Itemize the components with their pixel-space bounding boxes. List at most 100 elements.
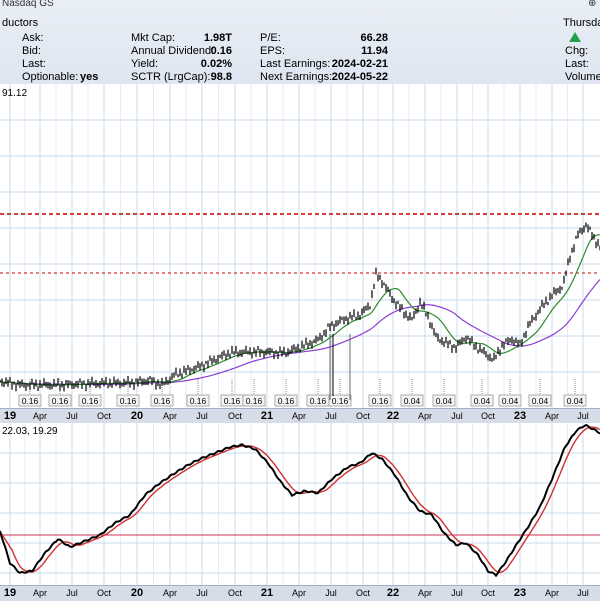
optionable-value: yes — [80, 71, 99, 83]
quote-header: Nasdaq GS ductors Thursday ⊕ Ask: Mkt Ca… — [0, 0, 600, 85]
ask-label: Ask: — [22, 32, 44, 44]
dividend-marker — [18, 394, 42, 407]
sctr-value: 98.8 — [210, 71, 232, 83]
dividend-label: 0.16 — [278, 396, 295, 406]
right-last-label: Last: — [565, 58, 589, 70]
dividend-marker — [432, 394, 456, 407]
eps-value: 11.94 — [361, 45, 388, 57]
price-x-tick-label: Apr — [162, 411, 178, 421]
last-earnings-value: 2024-02-21 — [331, 58, 388, 70]
price-x-tick-label: 23 — [513, 410, 527, 422]
indicator-legend-text: 22.03, 19.29 — [2, 426, 58, 437]
dividend-label: 0.16 — [154, 396, 171, 406]
yield-value: 0.02% — [200, 58, 232, 70]
indicator-x-tick-label: Oct — [355, 588, 371, 598]
price-x-tick-label: Jul — [577, 411, 589, 421]
dividend-label: 0.04 — [502, 396, 519, 406]
indicator-x-tick-label: 23 — [513, 587, 527, 599]
dividend-marker — [528, 394, 552, 407]
sctr-label: SCTR (LrgCap): — [131, 71, 211, 83]
indicator-x-tick-label: Jul — [451, 588, 463, 598]
indicator-x-tick-label: Jul — [325, 588, 337, 598]
price-x-tick-label: 19 — [3, 410, 17, 422]
last-earnings-label: Last Earnings: — [260, 58, 331, 70]
dividend-marker — [150, 394, 174, 407]
up-arrow-icon — [569, 32, 581, 42]
dividend-label: 0.04 — [532, 396, 549, 406]
dividend-label: 0.16 — [246, 396, 263, 406]
dividend-marker — [563, 394, 587, 407]
dividend-label: 0.16 — [310, 396, 327, 406]
pe-label: P/E: — [260, 32, 281, 44]
indicator-x-tick-label: Apr — [291, 588, 307, 598]
next-earnings-value: 2024-05-22 — [331, 71, 388, 83]
indicator-x-tick-label: Apr — [417, 588, 433, 598]
price-x-tick-label: Jul — [325, 411, 337, 421]
indicator-x-tick-label: Apr — [32, 588, 48, 598]
indicator-x-tick-label: Oct — [480, 588, 496, 598]
price-x-tick-label: Apr — [32, 411, 48, 421]
indicator-x-tick-label: Apr — [544, 588, 560, 598]
dividend-marker — [328, 394, 352, 407]
exchange-label: Nasdaq GS — [2, 0, 54, 9]
price-x-tick-label: Jul — [66, 411, 78, 421]
indicator-x-tick-label: Apr — [162, 588, 178, 598]
dividend-label: 0.16 — [190, 396, 207, 406]
settings-icon[interactable]: ⊕ — [588, 0, 597, 9]
indicator-x-tick-label: Jul — [66, 588, 78, 598]
dividend-label: 0.16 — [224, 396, 241, 406]
last-label: Last: — [22, 58, 46, 70]
indicator-chart: 22.03, 19.29 — [0, 423, 600, 585]
indicator-x-tick-label: 21 — [260, 587, 274, 599]
price-legend-text: 91.12 — [2, 88, 27, 99]
indicator-x-tick-label: Oct — [227, 588, 243, 598]
dividend-label: 0.04 — [436, 396, 453, 406]
yield-label: Yield: — [131, 58, 159, 70]
dividend-value: 0.16 — [210, 45, 232, 57]
dividend-marker — [470, 394, 494, 407]
dividend-label: 0.16 — [52, 396, 69, 406]
indicator-x-tick-label: Oct — [96, 588, 112, 598]
price-x-tick-label: 20 — [130, 410, 144, 422]
pe-value: 66.28 — [360, 32, 388, 44]
chg-label: Chg: — [565, 45, 589, 57]
x-axis-indicator: 19 Apr Jul Oct 20 Apr Jul Oct 21 Apr Jul Oct 22 Apr Ju… — [0, 585, 600, 601]
dividend-label: 0.16 — [82, 396, 99, 406]
dividend-label: 0.04 — [474, 396, 491, 406]
price-x-tick-label: 22 — [386, 410, 400, 422]
dividend-label: 0.16 — [332, 396, 349, 406]
eps-label: EPS: — [260, 45, 286, 57]
indicator-x-tick-label: 22 — [386, 587, 400, 599]
company-name: ductors — [2, 17, 39, 29]
indicator-x-tick-label: 20 — [130, 587, 144, 599]
mktcap-label: Mkt Cap: — [131, 32, 176, 44]
indicator-x-tick-label: 19 — [3, 587, 17, 599]
dividend-label: Annual Dividend: — [131, 45, 215, 57]
indicator-x-tick-label: Jul — [577, 588, 589, 598]
bid-label: Bid: — [22, 45, 41, 57]
dividend-label: 0.04 — [567, 396, 584, 406]
price-x-tick-label: Oct — [355, 411, 371, 421]
price-chart: 0.16 0.16 0.16 0.16 0.16 0.16 0.16 0.16 0.16 0.16… — [0, 84, 600, 408]
optionable-label: Optionable: — [22, 71, 79, 83]
price-x-tick-label: Apr — [417, 411, 433, 421]
price-x-tick-label: Oct — [227, 411, 243, 421]
dividend-marker — [116, 394, 140, 407]
dividend-marker — [368, 394, 392, 407]
dividend-label: 0.04 — [404, 396, 421, 406]
price-x-tick-label: Oct — [96, 411, 112, 421]
date-label: Thursday — [563, 17, 600, 29]
dividend-label: 0.16 — [372, 396, 389, 406]
dividend-marker — [242, 394, 266, 407]
mktcap-value: 1.98T — [203, 32, 232, 44]
next-earnings-label: Next Earnings: — [260, 71, 333, 83]
dividend-label: 0.16 — [120, 396, 137, 406]
volume-label: Volume: — [565, 71, 600, 83]
price-x-tick-label: Jul — [196, 411, 208, 421]
indicator-main-line — [0, 423, 600, 578]
dividend-marker — [78, 394, 102, 407]
dividend-marker — [400, 394, 424, 407]
dividend-marker — [274, 394, 298, 407]
price-x-tick-label: Apr — [291, 411, 307, 421]
price-x-tick-label: Apr — [544, 411, 560, 421]
